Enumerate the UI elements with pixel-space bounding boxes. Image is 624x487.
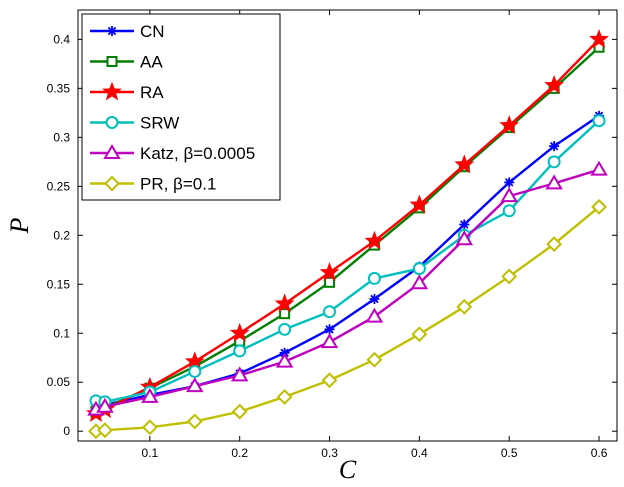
data-point: [275, 352, 294, 368]
data-point: [409, 194, 430, 214]
x-tick-label: 0.5: [501, 446, 518, 460]
data-point: [324, 276, 336, 288]
legend-marker: [105, 116, 119, 129]
y-tick-label: 0.25: [47, 179, 71, 193]
data-point: [412, 262, 426, 276]
legend-entry: RA: [90, 81, 164, 102]
data-point: [188, 364, 202, 378]
data-point: [591, 198, 607, 215]
data-point: [324, 324, 335, 335]
data-point: [276, 389, 293, 405]
data-point: [590, 160, 608, 176]
data-point: [545, 174, 563, 190]
data-point: [229, 322, 250, 342]
series-line: [95, 205, 600, 433]
legend-box: [81, 13, 281, 201]
data-point: [367, 271, 381, 285]
data-point: [501, 268, 518, 285]
y-tick-label: 0.15: [47, 277, 71, 291]
data-point: [279, 308, 291, 320]
data-point: [454, 154, 475, 174]
data-point: [592, 114, 606, 128]
data-point: [456, 298, 473, 315]
data-point: [546, 236, 563, 253]
plot-area: [86, 28, 609, 440]
x-tick-label: 0.6: [591, 446, 608, 460]
data-point: [544, 75, 565, 94]
data-point: [230, 366, 249, 382]
legend-label: SRW: [140, 114, 179, 133]
data-point: [278, 322, 292, 336]
data-point: [500, 187, 518, 203]
legend-label: CN: [140, 22, 165, 41]
data-point: [323, 305, 337, 319]
series-5: [88, 198, 607, 440]
x-axis-label: C: [339, 455, 357, 484]
legend-entry: AA: [90, 53, 163, 72]
y-tick-label: 0.2: [53, 228, 70, 242]
x-tick-label: 0.3: [321, 446, 338, 460]
legend-label: PR, β=0.1: [140, 175, 216, 194]
data-point: [274, 293, 295, 313]
data-point: [369, 293, 380, 304]
data-point: [459, 219, 470, 230]
data-point: [141, 419, 158, 436]
legend-marker: [102, 81, 122, 101]
data-point: [502, 204, 516, 218]
data-point: [547, 155, 561, 169]
legend-label: AA: [140, 53, 163, 72]
legend-entry: PR, β=0.1: [90, 175, 216, 194]
data-point: [233, 344, 247, 358]
legend-label: Katz, β=0.0005: [140, 144, 255, 163]
x-tick-label: 0.1: [142, 446, 159, 460]
x-tick-label: 0.4: [411, 446, 428, 460]
data-point: [410, 274, 429, 290]
legend-marker: [104, 175, 120, 192]
legend: CN AA RA SRW Katz, β=0.0005 PR, β=0.1: [81, 13, 281, 201]
y-tick-label: 0.4: [53, 32, 70, 46]
y-tick-label: 0.35: [47, 81, 71, 95]
data-point: [141, 387, 159, 403]
data-point: [499, 115, 520, 135]
legend-marker: [106, 56, 118, 67]
legend-entry: CN: [90, 22, 165, 41]
y-tick-label: 0.3: [53, 130, 70, 144]
legend-marker: [103, 144, 121, 159]
x-tick-label: 0.2: [231, 446, 248, 460]
data-point: [97, 422, 113, 439]
y-axis-label: P: [5, 217, 34, 234]
data-point: [186, 413, 203, 430]
y-tick-label: 0.05: [47, 375, 71, 389]
legend-entry: Katz, β=0.0005: [90, 144, 255, 163]
data-point: [321, 372, 338, 389]
data-point: [411, 326, 428, 343]
plot-frame: [77, 9, 618, 442]
data-point: [364, 230, 385, 250]
data-point: [549, 141, 560, 152]
data-point: [231, 403, 248, 420]
series-4: [87, 160, 608, 416]
legend-label: RA: [140, 83, 164, 102]
y-tick-label: 0: [63, 424, 70, 438]
legend-entry: SRW: [90, 114, 179, 133]
data-point: [455, 230, 474, 246]
data-point: [320, 333, 339, 349]
data-point: [366, 351, 383, 368]
legend-marker: [107, 26, 117, 36]
data-point: [504, 177, 515, 188]
axis-ticks: 0.1 0.2 0.3 0.4 0.5 0.6 0 0.05 0.1 0.15 0.2 0.25 0.3…: [47, 10, 617, 460]
data-point: [589, 28, 609, 48]
data-point: [96, 397, 114, 413]
data-point: [186, 377, 204, 393]
data-point: [365, 307, 384, 323]
y-tick-label: 0.1: [53, 326, 70, 340]
data-point: [319, 262, 340, 281]
